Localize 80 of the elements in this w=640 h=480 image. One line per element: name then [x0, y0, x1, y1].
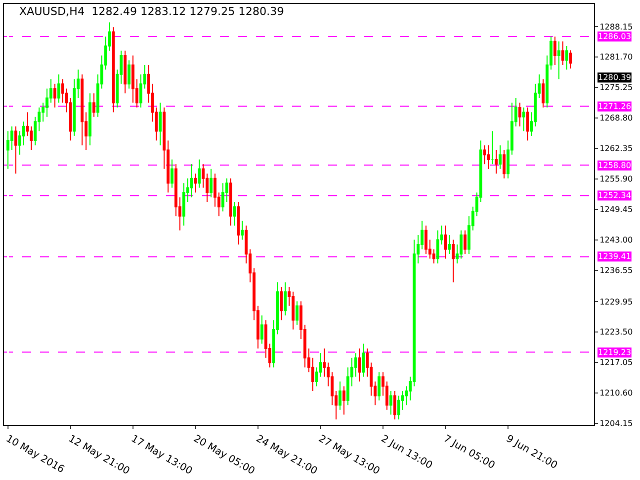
- y-tick-label: 1243.00: [600, 236, 633, 245]
- y-tick-label: 1275.25: [600, 83, 633, 92]
- candlestick: [502, 150, 506, 179]
- candlestick: [296, 300, 298, 326]
- candlestick: [158, 102, 162, 146]
- candlestick: [483, 144, 486, 165]
- candlestick: [112, 26, 115, 113]
- candlestick: [498, 144, 502, 170]
- candlestick: [338, 381, 342, 410]
- candlestick: [182, 182, 186, 226]
- candlestick: [342, 386, 346, 416]
- candlestick: [6, 130, 10, 170]
- ref-line-label: 1252.34: [598, 191, 632, 200]
- y-tick-label: 1217.05: [600, 358, 633, 368]
- y-tick-label: 1268.80: [600, 114, 633, 123]
- candlestick: [229, 178, 232, 226]
- y-tick-label: 1204.15: [600, 419, 633, 428]
- y-tick-label: 1229.95: [600, 297, 633, 306]
- candlestick: [194, 173, 197, 194]
- candlestick: [553, 36, 556, 66]
- candlestick: [397, 395, 400, 420]
- candlestick: [221, 182, 224, 212]
- y-tick-label: 1262.35: [600, 144, 633, 154]
- candlestick: [526, 106, 530, 142]
- candlestick: [92, 92, 96, 118]
- candlestick: [210, 168, 213, 198]
- candlestick: [460, 230, 463, 260]
- candlestick: [362, 343, 365, 378]
- ref-line-label: 1239.41: [598, 252, 632, 261]
- candlestick: [424, 225, 428, 254]
- candlestick: [393, 390, 396, 420]
- candlestick: [464, 230, 467, 254]
- candlestick: [444, 225, 447, 260]
- candlestick: [240, 220, 244, 240]
- candlestick: [561, 40, 564, 66]
- y-tick-label: 1223.50: [600, 328, 633, 337]
- candlestick: [170, 158, 174, 188]
- candlestick: [522, 106, 526, 132]
- y-tick-label: 1255.90: [600, 174, 633, 184]
- candlestick: [280, 286, 283, 321]
- candlestick: [124, 50, 127, 94]
- candlestick: [284, 282, 287, 316]
- candlestick: [190, 164, 194, 198]
- candlestick: [565, 46, 568, 70]
- candlestick: [389, 390, 392, 416]
- candlestick: [236, 201, 240, 245]
- y-tick-label: 1236.55: [600, 266, 633, 276]
- candlestick: [53, 83, 56, 108]
- candlestick: [57, 74, 60, 104]
- candlestick: [518, 102, 522, 127]
- candlestick: [569, 50, 572, 69]
- text: 1280.39: [598, 73, 632, 82]
- candlestick: [358, 348, 362, 382]
- candlestick: [494, 150, 498, 174]
- candlestick: [378, 372, 381, 401]
- candlestick: [557, 40, 560, 80]
- ref-line-label: 1219.23: [598, 348, 632, 357]
- y-tick-label: 1210.60: [600, 388, 633, 398]
- candlestick: [128, 60, 130, 90]
- candlestick: [292, 291, 295, 330]
- candlestick: [490, 130, 494, 165]
- candlestick: [436, 230, 440, 264]
- y-tick-label: 1249.45: [600, 205, 633, 214]
- candlestick: [14, 126, 18, 174]
- y-tick-label: 1288.15: [600, 22, 633, 32]
- ref-line-label: 1258.80: [598, 161, 632, 170]
- candlestick: [80, 74, 84, 146]
- candlestick: [88, 92, 92, 146]
- ref-line-label: 1271.26: [598, 102, 632, 111]
- candlestick: [233, 201, 236, 226]
- chart-title: XAUUSD,H4 1282.49 1283.12 1279.25 1280.39: [19, 4, 284, 18]
- candlestick: [198, 158, 201, 188]
- ref-line-label: 1286.03: [598, 32, 632, 41]
- candlestick: [131, 55, 134, 104]
- candlestick: [487, 144, 490, 170]
- candlestick: [260, 314, 264, 344]
- candlestick: [452, 239, 455, 283]
- candlestick: [448, 234, 451, 254]
- candlestick: [542, 78, 545, 108]
- y-tick-label: 1281.70: [600, 52, 633, 62]
